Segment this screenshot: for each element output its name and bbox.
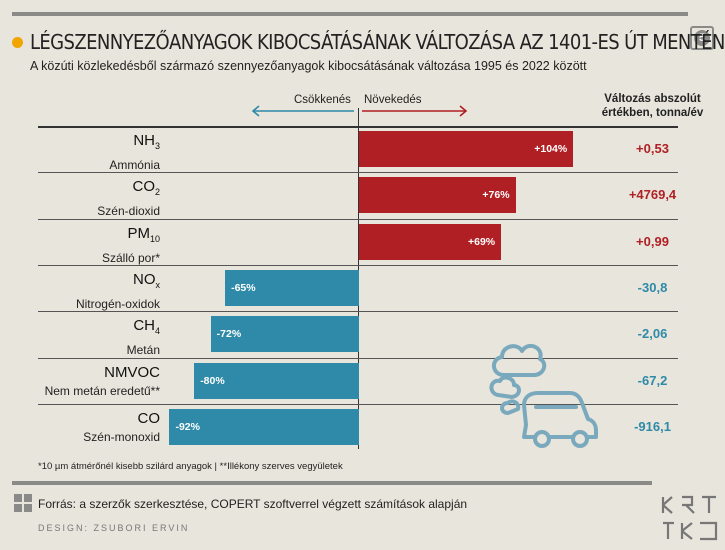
row-separator: [38, 264, 678, 266]
row-separator: [38, 218, 678, 220]
increase-label: Növekedés: [364, 94, 422, 106]
pollutant-name: Szén-dioxid: [97, 204, 160, 219]
pollutant-label: NOx Nitrogén-oxidok: [38, 271, 160, 312]
bar: -80%: [194, 362, 359, 399]
pollutant-label: CH4 Metán: [38, 317, 160, 358]
bar: -72%: [210, 316, 359, 353]
absolute-change-value: -67,2: [637, 372, 668, 388]
left-arrow-icon: [251, 105, 354, 117]
pollutant-formula: NMVOC: [104, 363, 160, 381]
absolute-change-value: +4769,4: [628, 187, 677, 203]
bottom-rule: [12, 481, 652, 485]
right-arrow-icon: [362, 105, 468, 117]
pollutant-label: NH3 Ammónia: [38, 132, 160, 173]
bar-value-label: -80%: [200, 374, 225, 387]
absolute-change-value: -2,06: [637, 326, 668, 342]
pollutant-name: Metán: [126, 343, 160, 358]
absolute-header-line2: értékben, tonna/év: [601, 107, 704, 119]
bar-value-label: +69%: [467, 235, 496, 248]
row-separator: [38, 311, 678, 313]
bar-value-label: +104%: [534, 143, 568, 155]
bar-value-label: +76%: [482, 189, 510, 202]
bar: +104%: [359, 131, 574, 167]
pollutant-name: Szén-monoxid: [83, 429, 160, 444]
pollutant-label: CO Szén-monoxid: [38, 410, 160, 445]
pollutant-name: Szálló por*: [101, 250, 160, 265]
grid-source-icon: [14, 494, 32, 512]
design-credit: DESIGN: ZSUBORI ERVIN: [38, 523, 190, 533]
bar: -65%: [225, 269, 359, 306]
car-exhaust-icon: [489, 343, 598, 448]
pollutant-name: Nem metán eredetű**: [44, 383, 160, 398]
page-number-badge: 5: [690, 26, 714, 50]
pollutant-name: Ammónia: [109, 158, 160, 172]
page-number: 5: [694, 30, 710, 46]
absolute-change-value: +0,99: [636, 233, 669, 249]
row-separator: [38, 172, 678, 174]
pollutant-formula: CH4: [133, 317, 160, 337]
decrease-label: Csökkenés: [294, 94, 351, 106]
row-separator: [38, 126, 678, 128]
bar-value-label: -92%: [175, 420, 200, 433]
absolute-change-header: Változás abszolút értékben, tonna/év: [590, 92, 715, 120]
bar: +76%: [359, 177, 516, 214]
pollutant-formula: NOx: [133, 270, 160, 290]
pollutant-label: NMVOC Nem metán eredetű**: [38, 364, 160, 399]
bar-value-label: -65%: [231, 281, 256, 294]
row-separator: [38, 403, 678, 405]
title-bullet: [12, 37, 23, 48]
krtk-logo: [661, 495, 718, 541]
chart-title: LÉGSZENNYEZŐANYAGOK KIBOCSÁTÁSÁNAK VÁLTO…: [30, 30, 725, 54]
bar: +69%: [359, 223, 502, 260]
footnote: *10 µm átmérőnél kisebb szilárd anyagok …: [38, 461, 343, 472]
top-rule: [12, 12, 688, 16]
direction-arrows: [251, 105, 468, 117]
pollutant-label: PM10 Szálló por*: [38, 225, 160, 266]
bar-value-label: -72%: [216, 328, 242, 341]
absolute-change-value: +0,53: [636, 141, 669, 156]
pollutant-formula: CO: [137, 409, 161, 427]
bar: -92%: [169, 408, 359, 445]
chart-subtitle: A közúti közlekedésből származó szennyez…: [30, 59, 587, 73]
absolute-change-value: -30,8: [637, 279, 668, 295]
pollutant-name: Nitrogén-oxidok: [75, 296, 160, 311]
row-separator: [38, 357, 678, 359]
pollutant-formula: CO2: [132, 178, 160, 198]
absolute-change-value: -916,1: [634, 418, 671, 434]
pollutant-label: CO2 Szén-dioxid: [38, 178, 160, 219]
pollutant-formula: NH3: [133, 132, 160, 151]
pollutant-formula: PM10: [127, 224, 160, 244]
absolute-header-line1: Változás abszolút: [604, 93, 701, 105]
source-text: Forrás: a szerzők szerkesztése, COPERT s…: [38, 497, 468, 511]
